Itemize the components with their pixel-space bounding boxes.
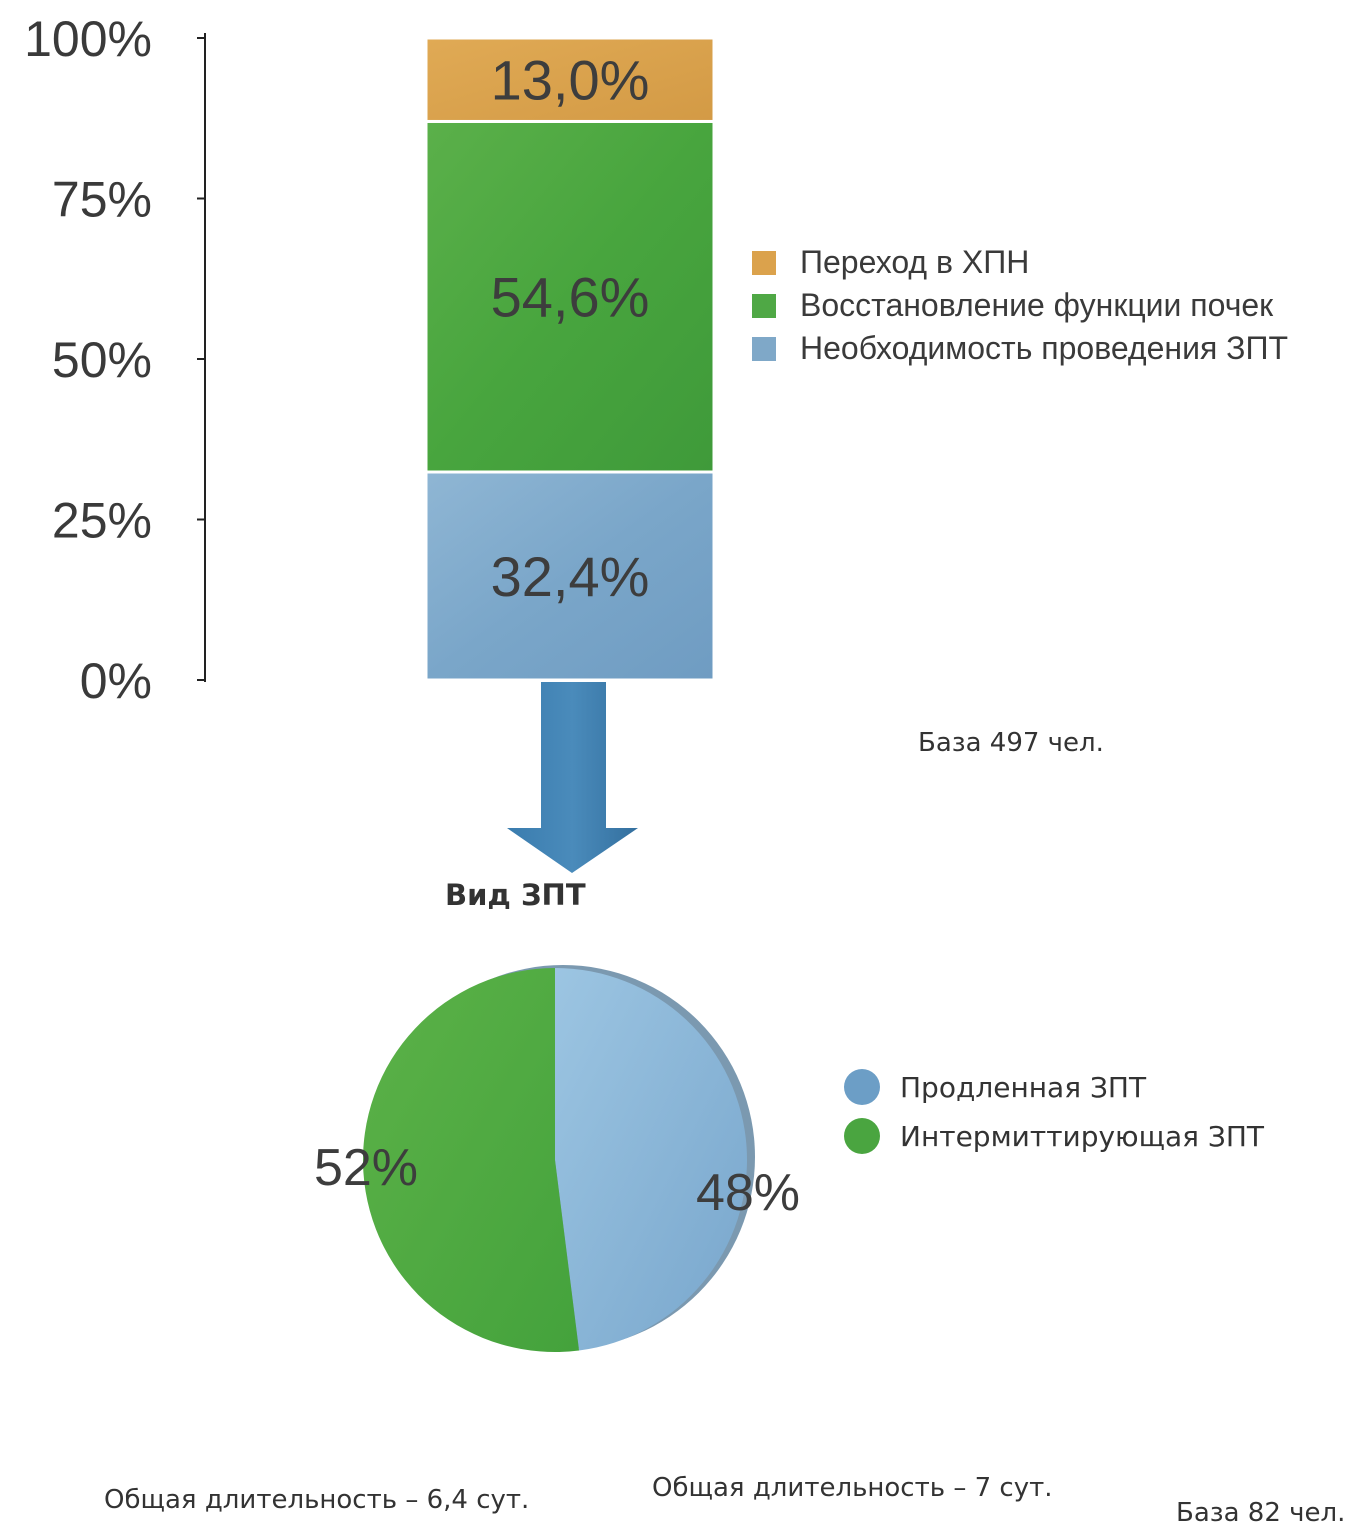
pie-slice-label: 48% <box>696 1164 800 1222</box>
bar-segment-label: 54,6% <box>491 266 650 329</box>
stacked-bar: 32,4% 54,6% 13,0% <box>426 38 714 680</box>
pie-slice <box>555 968 747 1350</box>
pie-base-note: База 82 чел. <box>1176 1498 1345 1528</box>
y-tick-label: 0% <box>80 653 152 709</box>
pie-title: Вид ЗПТ <box>445 878 586 912</box>
y-tick-label: 25% <box>52 493 152 549</box>
pie-chart: 48% 52% <box>314 965 800 1352</box>
bar-base-note: База 497 чел. <box>918 728 1104 758</box>
legend-label: Продленная ЗПТ <box>900 1071 1147 1104</box>
legend-swatch <box>752 294 776 318</box>
pie-legend: Продленная ЗПТ Интермиттирующая ЗПТ <box>844 1069 1265 1154</box>
legend-swatch <box>752 251 776 275</box>
y-axis: 0% 25% 50% 75% 100% <box>24 11 205 709</box>
legend-label: Восстановление функции почек <box>800 287 1274 323</box>
duration-note-2: Общая длительность – 7 сут. <box>652 1473 1053 1503</box>
legend-swatch <box>844 1118 880 1154</box>
bar-legend: Переход в ХПН Восстановление функции поче… <box>752 244 1288 366</box>
down-arrow <box>507 682 638 873</box>
duration-note-1: Общая длительность – 6,4 сут. <box>104 1485 529 1515</box>
y-tick-label: 50% <box>52 332 152 388</box>
bar-segment-label: 13,0% <box>491 49 650 112</box>
legend-label: Переход в ХПН <box>800 244 1029 280</box>
legend-swatch <box>844 1069 880 1105</box>
arrow-shape <box>507 682 638 873</box>
pie-slice-label: 52% <box>314 1139 418 1197</box>
y-tick-label: 100% <box>24 11 152 67</box>
legend-label: Необходимость проведения ЗПТ <box>800 330 1288 366</box>
legend-label: Интермиттирующая ЗПТ <box>900 1120 1265 1153</box>
bar-segment-label: 32,4% <box>491 545 650 608</box>
legend-swatch <box>752 337 776 361</box>
y-tick-label: 75% <box>52 172 152 228</box>
